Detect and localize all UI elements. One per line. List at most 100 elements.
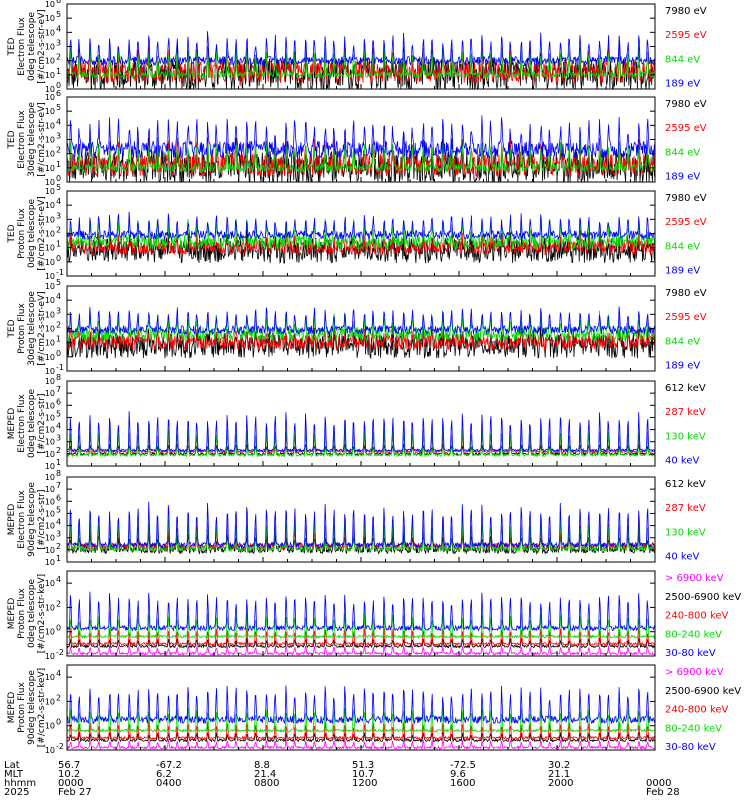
y-tick-exponent: -2	[56, 648, 64, 657]
x-lat-value: -67.2	[156, 760, 182, 771]
y-tick-exponent: 1	[56, 335, 61, 344]
legend-entry: 612 keV	[665, 479, 706, 490]
legend-entry: 240-800 keV	[665, 705, 729, 716]
y-axis-label-line: 90deg telescope	[27, 482, 37, 557]
x-date-value: Feb 27	[58, 787, 92, 798]
y-tick-exponent: 2	[56, 446, 61, 455]
series-line-80-240-kev	[67, 612, 655, 640]
legend-entry: 2595 eV	[665, 217, 707, 228]
y-axis-label-line: Proton Flux	[17, 682, 27, 733]
y-tick-label: 10	[45, 426, 55, 435]
y-tick-exponent: 4	[56, 24, 61, 33]
series-line-189-ev	[67, 306, 655, 336]
y-tick-label: 10	[45, 0, 55, 9]
legend-entry: 2500-6900 keV	[665, 686, 741, 697]
legend-entry: 2500-6900 keV	[665, 592, 741, 603]
y-tick-label: 10	[45, 244, 55, 253]
y-tick-exponent: 2	[56, 693, 61, 702]
legend-entry: 40 keV	[665, 456, 699, 467]
y-tick-label: 10	[45, 178, 55, 187]
y-axis-label-line: 30deg telescope	[27, 102, 37, 177]
y-tick-exponent: 7	[56, 385, 61, 394]
y-tick-label: 10	[45, 325, 55, 334]
y-tick-exponent: 6	[56, 0, 61, 5]
y-tick-exponent: 2	[56, 146, 61, 155]
y-axis-label-line: Electron Flux	[17, 110, 27, 169]
y-tick-label: 10	[45, 353, 55, 362]
y-axis-label-line: 90deg telescope	[27, 670, 37, 745]
legend-entry: 844 eV	[665, 336, 700, 347]
x-lat-value: 56.7	[58, 760, 80, 771]
x-row-label-lat: Lat	[4, 760, 20, 771]
panel-6-traces	[67, 501, 655, 555]
y-tick-label: 10	[45, 28, 55, 37]
y-tick-exponent: 3	[56, 211, 61, 220]
y-tick-exponent: 0	[56, 174, 61, 183]
y-tick-label: 10	[45, 14, 55, 23]
y-axis-label-line: MEPED	[7, 408, 17, 440]
series-line-844-ev	[67, 137, 655, 174]
y-tick-label: 10	[45, 296, 55, 305]
y-tick-label: 10	[45, 485, 55, 494]
y-tick-exponent: 5	[56, 10, 61, 19]
x-lat-value: 8.8	[254, 760, 270, 771]
y-tick-exponent: 2	[56, 226, 61, 235]
series-line-2500-6900-kev	[67, 637, 655, 649]
x-hhmm-value: 2000	[548, 778, 573, 789]
y-tick-label: 10	[45, 401, 55, 410]
legend-entry: 2595 eV	[665, 312, 707, 323]
y-tick-label: 10	[45, 722, 55, 731]
legend-entry: 612 keV	[665, 383, 706, 394]
x-date-value: Feb 28	[646, 787, 680, 798]
y-axis-label-line: [#/cm2-s-str-eV]	[37, 102, 47, 177]
y-axis-label-line: MEPED	[7, 504, 17, 536]
y-tick-exponent: 4	[56, 197, 61, 206]
y-tick-label: 10	[45, 389, 55, 398]
y-tick-label: 10	[45, 413, 55, 422]
y-tick-label: 10	[45, 230, 55, 239]
legend-entry: 844 eV	[665, 54, 700, 65]
y-tick-exponent: 0	[56, 718, 61, 727]
y-axis-label-line: TED	[7, 37, 17, 56]
legend-entry: 7980 eV	[665, 193, 707, 204]
x-mlt-value: 21.4	[254, 769, 276, 780]
y-tick-exponent: 2	[56, 599, 61, 608]
y-tick-label: 10	[45, 497, 55, 506]
legend-entry: 80-240 keV	[665, 723, 722, 734]
x-mlt-value: 10.2	[58, 769, 80, 780]
y-tick-exponent: -1	[56, 268, 64, 277]
x-row-label-hhmm: hhmm	[4, 778, 36, 789]
y-tick-exponent: 3	[56, 530, 61, 539]
legend-entry: 189 eV	[665, 79, 700, 90]
x-hhmm-value: 0000	[646, 778, 671, 789]
y-tick-label: 10	[45, 522, 55, 531]
y-tick-exponent: 4	[56, 669, 61, 678]
y-tick-label: 10	[45, 697, 55, 706]
y-tick-exponent: 4	[56, 422, 61, 431]
x-row-label-year: 2025	[4, 787, 29, 798]
y-tick-label: 10	[45, 136, 55, 145]
y-tick-label: 10	[45, 107, 55, 116]
y-tick-exponent: 1	[56, 160, 61, 169]
y-axis-label-line: Proton Flux	[17, 588, 27, 639]
y-tick-exponent: 5	[56, 103, 61, 112]
y-tick-label: 10	[45, 164, 55, 173]
y-tick-label: 10	[45, 187, 55, 196]
legend-entry: 287 keV	[665, 503, 706, 514]
y-tick-label: 10	[45, 71, 55, 80]
series-line-2595-ev	[67, 41, 655, 84]
y-tick-exponent: 3	[56, 306, 61, 315]
y-tick-label: 10	[45, 150, 55, 159]
y-axis-label-line: Electron Flux	[17, 490, 27, 549]
x-hhmm-value: 0000	[58, 778, 83, 789]
y-tick-exponent: 4	[56, 292, 61, 301]
y-tick-exponent: 1	[56, 458, 61, 467]
series-line-40-kev	[67, 411, 655, 453]
legend-entry: 7980 eV	[665, 99, 707, 110]
y-tick-exponent: -1	[56, 363, 64, 372]
y-tick-exponent: 1	[56, 240, 61, 249]
